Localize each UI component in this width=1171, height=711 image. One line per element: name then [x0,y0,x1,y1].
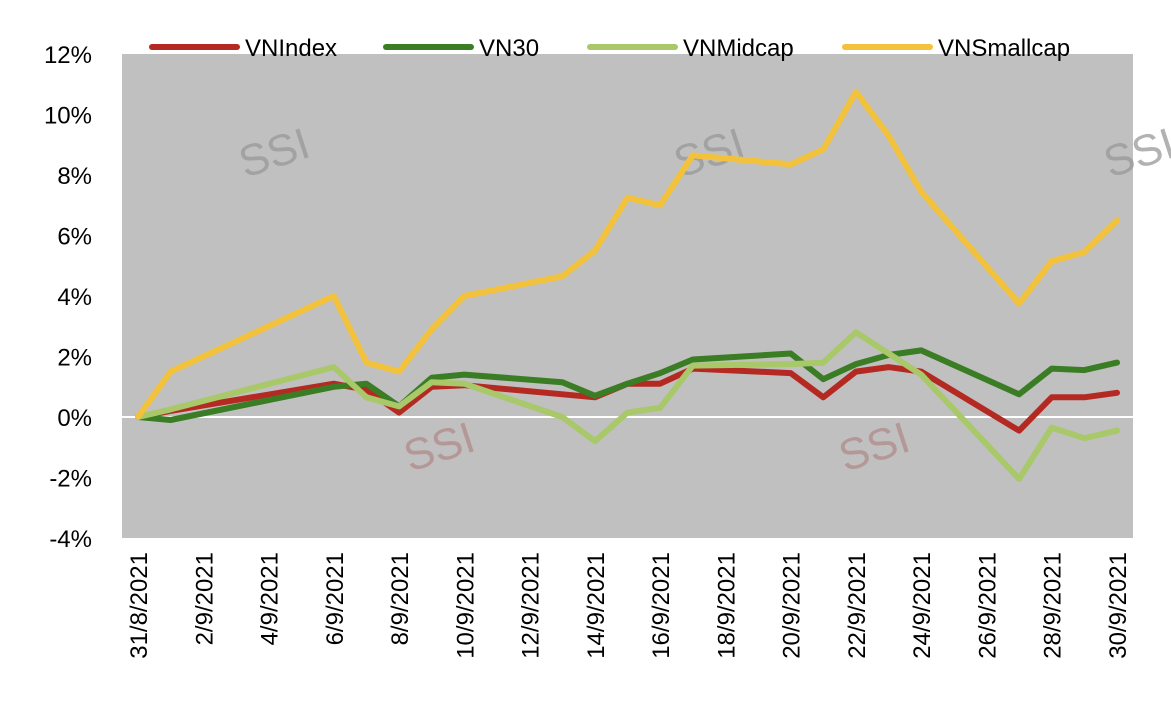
y-axis: -4% -2% 0% 2% 4% 6% 8% 10% 12% [44,42,92,553]
y-tick-label: 12% [44,42,92,69]
x-tick-label: 6/9/2021 [322,552,349,645]
x-tick-label: 8/9/2021 [387,552,414,645]
x-tick-label: 28/9/2021 [1040,552,1067,659]
series-line-vnmidcap [135,329,1120,482]
legend: VNIndex VN30 VNMidcap VNSmallcap [149,35,1070,62]
y-tick-label: 2% [57,345,92,372]
x-tick-label: 16/9/2021 [648,552,675,659]
x-tick-label: 2/9/2021 [191,552,218,645]
x-tick-label: 31/8/2021 [126,552,153,659]
y-tick-label: -2% [49,466,92,493]
legend-label: VN30 [479,35,539,62]
legend-label: VNIndex [245,35,337,62]
series-line-vnindex [135,364,1120,434]
legend-item-vnsmallcap: VNSmallcap [842,35,1070,62]
x-tick-label: 18/9/2021 [713,552,740,659]
x-axis: 31/8/2021 2/9/2021 4/9/2021 6/9/2021 8/9/202… [126,552,1132,659]
legend-item-vnmidcap: VNMidcap [587,35,794,62]
y-tick-label: 6% [57,224,92,251]
x-tick-label: 22/9/2021 [844,552,871,659]
y-tick-label: 0% [57,405,92,432]
legend-label: VNMidcap [683,35,794,62]
x-tick-label: 24/9/2021 [909,552,936,659]
x-tick-label: 12/9/2021 [518,552,545,659]
series-line-vn30 [135,347,1120,423]
series-line-vnsmallcap [135,88,1120,420]
legend-item-vn30: VN30 [383,35,539,62]
y-tick-label: 4% [57,284,92,311]
series-layer [135,88,1120,482]
x-tick-label: 10/9/2021 [452,552,479,659]
x-tick-label: 26/9/2021 [974,552,1001,659]
legend-item-vnindex: VNIndex [149,35,337,62]
x-tick-label: 30/9/2021 [1105,552,1132,659]
y-tick-label: 8% [57,163,92,190]
x-tick-label: 20/9/2021 [779,552,806,659]
x-tick-label: 4/9/2021 [257,552,284,645]
plot-area [122,54,1133,538]
legend-label: VNSmallcap [938,35,1070,62]
x-tick-label: 14/9/2021 [583,552,610,659]
y-tick-label: -4% [49,526,92,553]
y-tick-label: 10% [44,103,92,130]
